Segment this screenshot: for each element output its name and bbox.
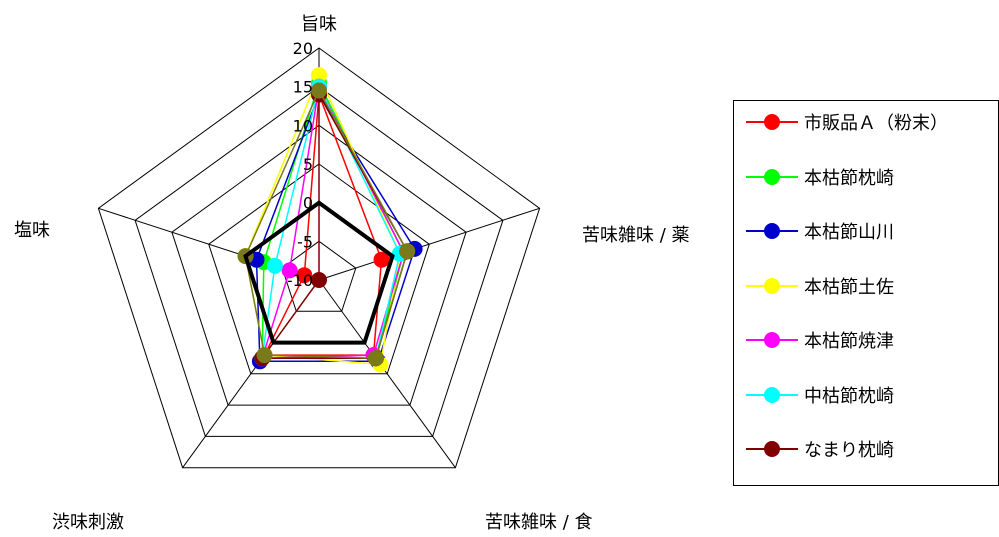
legend-swatch [746,221,798,241]
legend-swatch [746,276,798,296]
axis-label: 苦味雑味 / 薬 [582,225,690,246]
radial-tick-labels: 20 15 10 5 0 -5 -10 [287,39,313,290]
legend-item: なまり枕崎 [746,436,894,462]
axis-label: 旨味 [301,14,337,35]
grid-ring [134,86,504,437]
tick-label: 20 [293,39,313,58]
legend-item: 本枯節山川 [746,218,894,244]
legend-item: 市販品Ａ（粉末） [746,109,948,135]
axis-label: 渋味刺激 [52,512,124,533]
series-layer [237,67,423,373]
series-point [399,243,416,260]
legend: 市販品Ａ（粉末） 本枯節枕崎本枯節山川本枯節土佐本枯節焼津中枯節枕崎なまり枕崎 [733,100,999,486]
tick-label: 5 [303,155,313,174]
legend-item: 本枯節枕崎 [746,164,894,190]
tick-label: 15 [293,78,313,97]
series-point [367,350,384,367]
grid-ring [171,124,467,406]
axis-label: 苦味雑味 / 食 [485,512,593,533]
legend-label: 本枯節枕崎 [804,167,894,189]
legend-label: 本枯節土佐 [804,276,894,298]
tick-label: 0 [303,194,313,213]
legend-swatch [746,112,798,132]
series-line [263,94,383,356]
series-point [311,272,327,288]
legend-swatch [746,439,798,459]
legend-label: 本枯節山川 [804,222,894,243]
series-point [311,67,327,84]
series-point [256,347,273,364]
legend-label: 本枯節焼津 [804,331,894,352]
series-line [243,200,395,345]
tick-label: -10 [287,271,313,290]
axis-spoke [318,207,540,281]
grid-ring [208,163,430,375]
legend-item: 本枯節焼津 [746,327,894,353]
legend-item: 本枯節土佐 [746,273,894,299]
axis-spoke [318,279,456,468]
tick-label: 10 [293,116,313,135]
series-line [255,92,416,363]
tick-label: -5 [297,232,313,251]
series-point [281,262,298,279]
series-line [244,73,401,366]
legend-label: 市販品Ａ（粉末） [804,113,948,134]
series-line [244,88,409,359]
axis-label: 塩味 [14,220,50,241]
series-point [296,267,313,284]
series-point [373,251,390,268]
series-point [266,257,283,274]
series-point [311,82,327,99]
legend-item: 中枯節枕崎 [746,382,894,408]
legend-swatch [746,330,798,350]
legend-label: なまり枕崎 [804,440,894,461]
grid-ring [97,47,541,469]
legend-swatch [746,167,798,187]
legend-swatch [746,385,798,405]
legend-label: 中枯節枕崎 [804,385,894,407]
